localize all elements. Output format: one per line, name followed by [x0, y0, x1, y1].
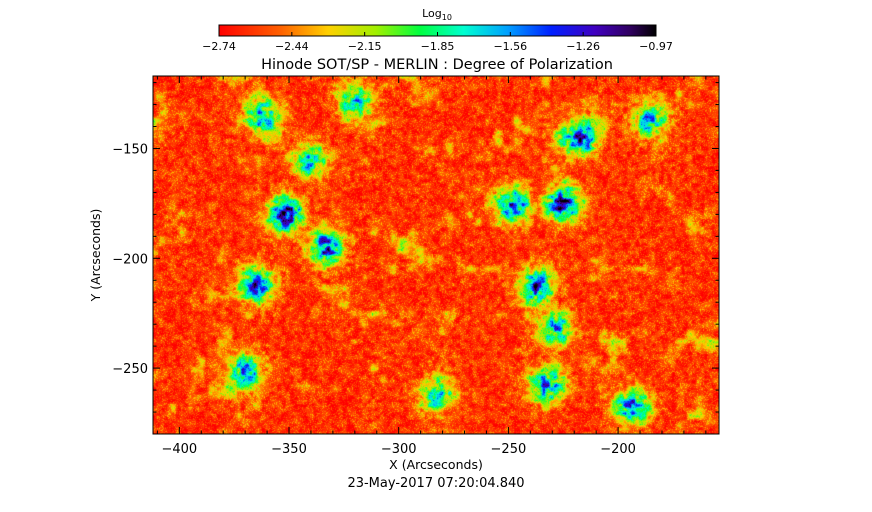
chart-title: Hinode SOT/SP - MERLIN : Degree of Polar…: [261, 57, 613, 73]
x-tick-label: −200: [600, 442, 636, 457]
y-tick-label: −250: [112, 362, 148, 377]
y-axis: −150 −200 −250: [112, 82, 719, 413]
colorbar-tick-label: −1.56: [493, 40, 527, 53]
colorbar-tick-label: −2.74: [202, 40, 236, 53]
x-axis: −400 −350 −300 −250 −200: [156, 76, 707, 457]
heatmap-canvas: [153, 76, 719, 434]
colorbar-tick-label: −2.44: [275, 40, 309, 53]
colorbar: Log10 −2.74 −2.44 −2.15 −1.85 −1.56 −1.26 −0.9…: [202, 7, 673, 53]
x-tick-label: −350: [271, 442, 307, 457]
colorbar-title-subscript: 10: [442, 13, 452, 22]
x-tick-label: −400: [161, 442, 197, 457]
colorbar-ticks: −2.74 −2.44 −2.15 −1.85 −1.56 −1.26 −0.97: [202, 32, 673, 53]
timestamp: 23-May-2017 07:20:04.840: [347, 476, 524, 491]
colorbar-tick-label: −1.26: [566, 40, 600, 53]
x-axis-title: X (Arcseconds): [389, 457, 483, 472]
colorbar-title: Log10: [422, 7, 452, 22]
x-tick-label: −300: [381, 442, 417, 457]
y-tick-label: −150: [112, 142, 148, 157]
y-tick-label: −200: [112, 252, 148, 267]
colorbar-tick-label: −1.85: [421, 40, 455, 53]
plot-frame: [152, 75, 720, 435]
y-axis-title: Y (Arcseconds): [88, 209, 103, 303]
colorbar-tick-label: −0.97: [639, 40, 673, 53]
x-tick-label: −250: [491, 442, 527, 457]
plot-area: −400 −350 −300 −250 −200 −150 −200 −250: [112, 75, 720, 457]
heatmap-raster: [153, 76, 719, 434]
colorbar-tick-label: −2.15: [348, 40, 382, 53]
